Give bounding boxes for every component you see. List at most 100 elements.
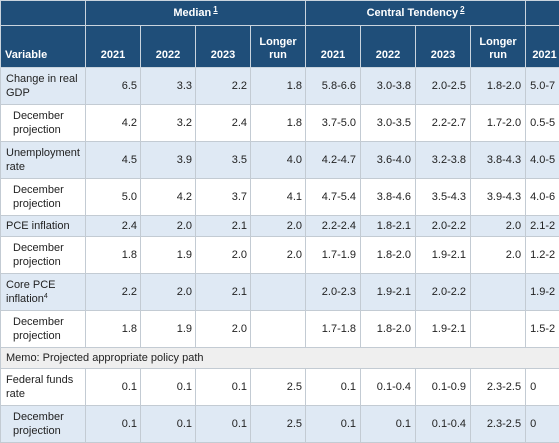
median-cell: 2.0	[251, 216, 306, 237]
col-header: 2021	[526, 26, 559, 68]
median-cell: 2.0	[251, 237, 306, 274]
central-tendency-cell: 4.7-5.4	[306, 179, 361, 216]
col-header: Longer run	[251, 26, 306, 68]
row-label-text: December projection	[13, 316, 64, 342]
central-tendency-cell	[471, 274, 526, 311]
central-tendency-cell: 2.3-2.5	[471, 369, 526, 406]
central-tendency-cell: 2.0	[471, 237, 526, 274]
range-cell: 4.0-6	[526, 179, 559, 216]
central-tendency-cell: 1.8-2.0	[361, 237, 416, 274]
range-cell: 2.1-2	[526, 216, 559, 237]
central-tendency-cell: 2.0-2.2	[416, 274, 471, 311]
row-label: December projection	[1, 311, 86, 348]
central-tendency-cell: 0.1	[306, 406, 361, 443]
range-cell: 1.9-2	[526, 274, 559, 311]
median-cell: 2.0	[141, 216, 196, 237]
central-tendency-cell: 3.8-4.3	[471, 142, 526, 179]
median-cell: 5.0	[86, 179, 141, 216]
central-tendency-cell	[471, 311, 526, 348]
median-cell: 4.0	[251, 142, 306, 179]
central-tendency-cell: 1.8-2.0	[361, 311, 416, 348]
median-cell: 2.5	[251, 406, 306, 443]
central-tendency-cell: 3.0-3.5	[361, 105, 416, 142]
central-tendency-cell: 2.0-2.2	[416, 216, 471, 237]
median-cell: 0.1	[141, 369, 196, 406]
row-label-text: December projection	[13, 184, 64, 210]
median-cell: 1.9	[141, 311, 196, 348]
variable-column-header: Variable	[1, 26, 86, 68]
central-tendency-label: Central Tendency	[367, 7, 459, 19]
central-tendency-cell: 1.8-2.0	[471, 68, 526, 105]
median-cell	[251, 274, 306, 311]
central-tendency-cell: 3.9-4.3	[471, 179, 526, 216]
central-tendency-cell: 2.2-2.4	[306, 216, 361, 237]
median-cell: 0.1	[86, 406, 141, 443]
header-blank-cell	[1, 1, 86, 26]
row-label-text: Core PCE inflation	[6, 279, 56, 305]
median-cell: 0.1	[196, 369, 251, 406]
median-cell: 1.8	[251, 105, 306, 142]
median-cell: 2.1	[196, 216, 251, 237]
row-label-text: December projection	[13, 110, 64, 136]
col-header: 2023	[416, 26, 471, 68]
central-tendency-cell: 0.1-0.9	[416, 369, 471, 406]
row-label: Change in real GDP	[1, 68, 86, 105]
memo-row: Memo: Projected appropriate policy path	[1, 348, 559, 369]
range-group-header	[526, 1, 559, 26]
row-label-text: Change in real GDP	[6, 73, 78, 99]
central-tendency-cell: 3.0-3.8	[361, 68, 416, 105]
median-cell: 3.5	[196, 142, 251, 179]
median-cell: 2.2	[86, 274, 141, 311]
row-label-text: PCE inflation	[6, 220, 70, 232]
median-cell: 2.0	[196, 237, 251, 274]
median-cell: 2.4	[86, 216, 141, 237]
central-tendency-cell: 2.3-2.5	[471, 406, 526, 443]
col-header: 2023	[196, 26, 251, 68]
central-tendency-cell: 0.1	[361, 406, 416, 443]
median-footnote-link[interactable]: 1	[213, 5, 217, 14]
median-cell: 0.1	[86, 369, 141, 406]
row-label: Unemployment rate	[1, 142, 86, 179]
footnote-link[interactable]: 4	[44, 293, 48, 300]
col-header: 2021	[86, 26, 141, 68]
range-cell: 1.2-2	[526, 237, 559, 274]
median-cell: 2.2	[196, 68, 251, 105]
median-cell: 4.2	[86, 105, 141, 142]
row-label-text: Federal funds rate	[6, 374, 73, 400]
row-label: Core PCE inflation4	[1, 274, 86, 311]
memo-label: Memo: Projected appropriate policy path	[1, 348, 559, 369]
central-tendency-cell: 1.7-1.8	[306, 311, 361, 348]
central-tendency-cell: 3.6-4.0	[361, 142, 416, 179]
median-cell: 4.1	[251, 179, 306, 216]
central-tendency-cell: 0.1	[306, 369, 361, 406]
median-cell: 1.8	[251, 68, 306, 105]
median-cell: 3.2	[141, 105, 196, 142]
median-cell: 3.3	[141, 68, 196, 105]
row-label-text: Unemployment rate	[6, 147, 80, 173]
row-label: Federal funds rate	[1, 369, 86, 406]
central-tendency-cell: 3.2-3.8	[416, 142, 471, 179]
median-cell: 1.9	[141, 237, 196, 274]
header-column-row: Variable 2021 2022 2023 Longer run 2021 …	[1, 26, 559, 68]
central-tendency-cell: 3.5-4.3	[416, 179, 471, 216]
row-label: December projection	[1, 237, 86, 274]
median-cell: 2.0	[196, 311, 251, 348]
row-label: PCE inflation	[1, 216, 86, 237]
central-tendency-cell: 1.7-1.9	[306, 237, 361, 274]
central-tendency-footnote-link[interactable]: 2	[460, 5, 464, 14]
central-tendency-cell: 1.9-2.1	[361, 274, 416, 311]
median-cell: 2.5	[251, 369, 306, 406]
median-cell: 2.1	[196, 274, 251, 311]
